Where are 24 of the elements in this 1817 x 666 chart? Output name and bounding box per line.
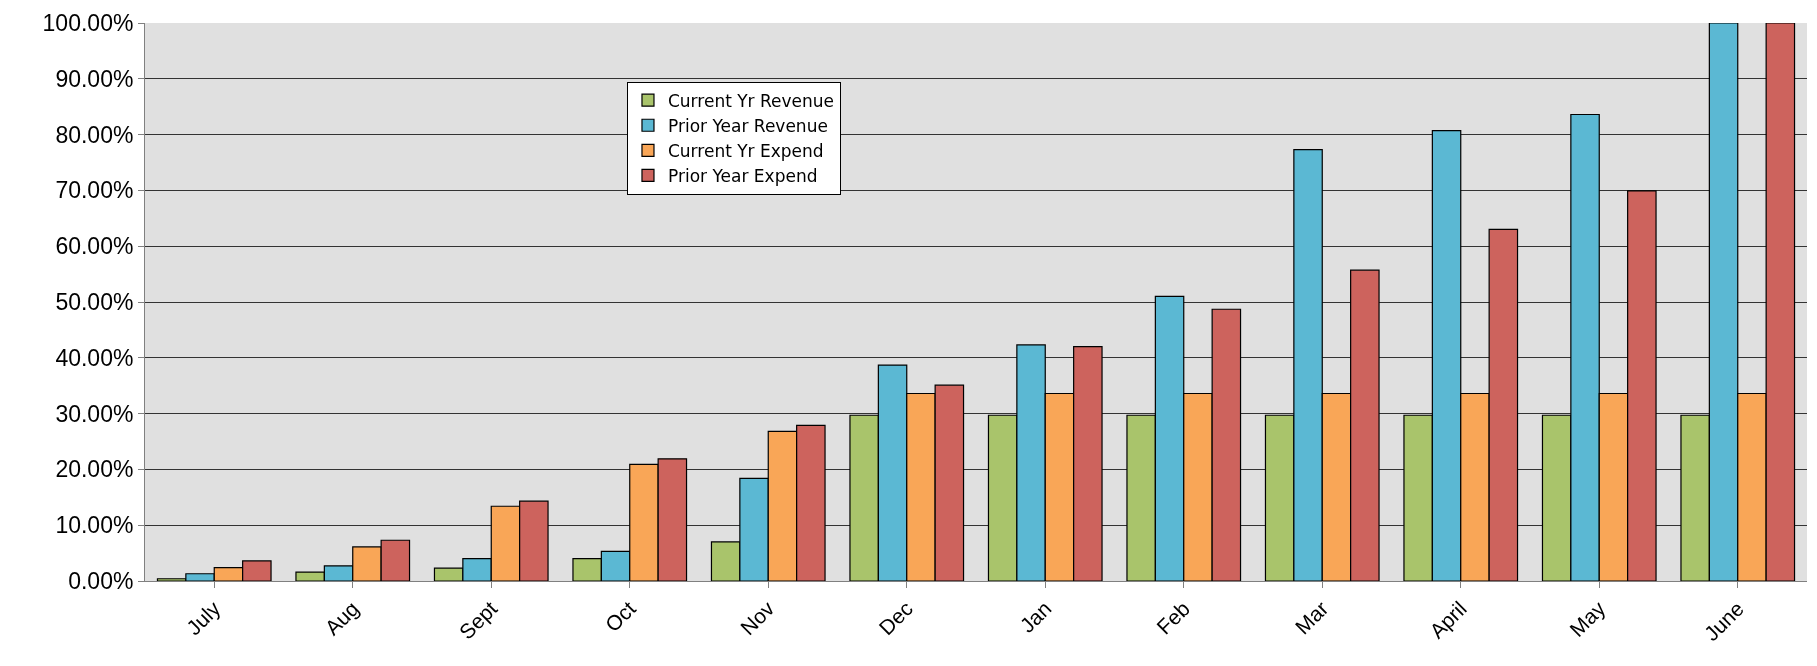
y-tick-label: 10.00% <box>55 512 134 539</box>
y-tick-label: 30.00% <box>55 400 134 427</box>
y-tick-label: 90.00% <box>55 65 134 92</box>
x-tick-label: Jan <box>1015 596 1056 637</box>
x-tick-label: Mar <box>1290 596 1333 639</box>
x-tick-label: Oct <box>600 596 641 637</box>
y-tick-label: 70.00% <box>55 177 134 204</box>
x-tick-label: July <box>181 596 225 640</box>
y-tick-label: 20.00% <box>55 456 134 483</box>
x-tick-label: Feb <box>1152 596 1194 639</box>
y-tick-label: 80.00% <box>55 121 134 148</box>
y-tick-label: 100.00% <box>42 10 134 37</box>
y-tick-label: 60.00% <box>55 233 134 260</box>
y-tick-label: 50.00% <box>55 289 134 316</box>
legend-label: Prior Year Revenue <box>667 115 828 136</box>
legend-label: Prior Year Expend <box>667 166 818 187</box>
y-tick-label: 40.00% <box>55 344 134 371</box>
y-tick-label: 0.00% <box>68 568 134 595</box>
legend-label: Current Yr Revenue <box>667 90 835 111</box>
x-tick-label: Dec <box>874 596 917 640</box>
x-tick-label: Nov <box>735 596 779 640</box>
legend-label: Current Yr Expend <box>667 140 824 161</box>
x-tick-label: May <box>1565 596 1610 642</box>
x-tick-label: Aug <box>320 596 363 640</box>
